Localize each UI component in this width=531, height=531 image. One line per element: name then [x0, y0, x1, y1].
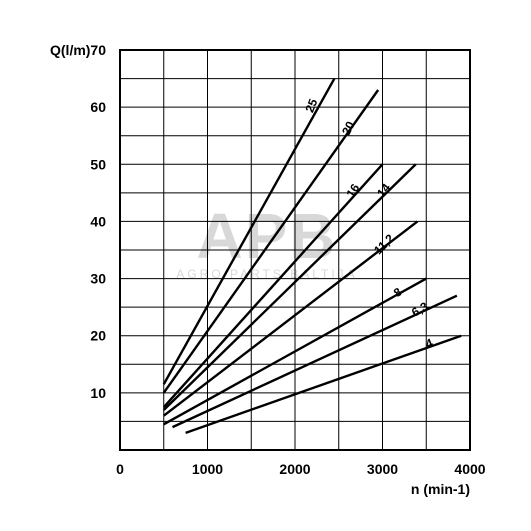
- x-tick-label: 2000: [279, 461, 310, 477]
- x-axis-title: n (min-1): [411, 481, 470, 497]
- line-chart: APBAGRO PARTS BALTIJA2520161411,286,3401…: [0, 0, 531, 531]
- x-tick-label: 4000: [454, 461, 485, 477]
- chart-container: APBAGRO PARTS BALTIJA2520161411,286,3401…: [0, 0, 531, 531]
- x-tick-label: 3000: [367, 461, 398, 477]
- y-tick-label: 10: [90, 385, 106, 401]
- y-tick-label: 60: [90, 99, 106, 115]
- y-tick-label: 30: [90, 271, 106, 287]
- y-tick-label: 40: [90, 213, 106, 229]
- y-tick-label: 50: [90, 156, 106, 172]
- y-axis-title: Q(l/m): [50, 42, 90, 58]
- x-tick-label: 1000: [192, 461, 223, 477]
- y-tick-label: 20: [90, 328, 106, 344]
- x-tick-label: 0: [116, 461, 124, 477]
- y-tick-label: 70: [90, 42, 106, 58]
